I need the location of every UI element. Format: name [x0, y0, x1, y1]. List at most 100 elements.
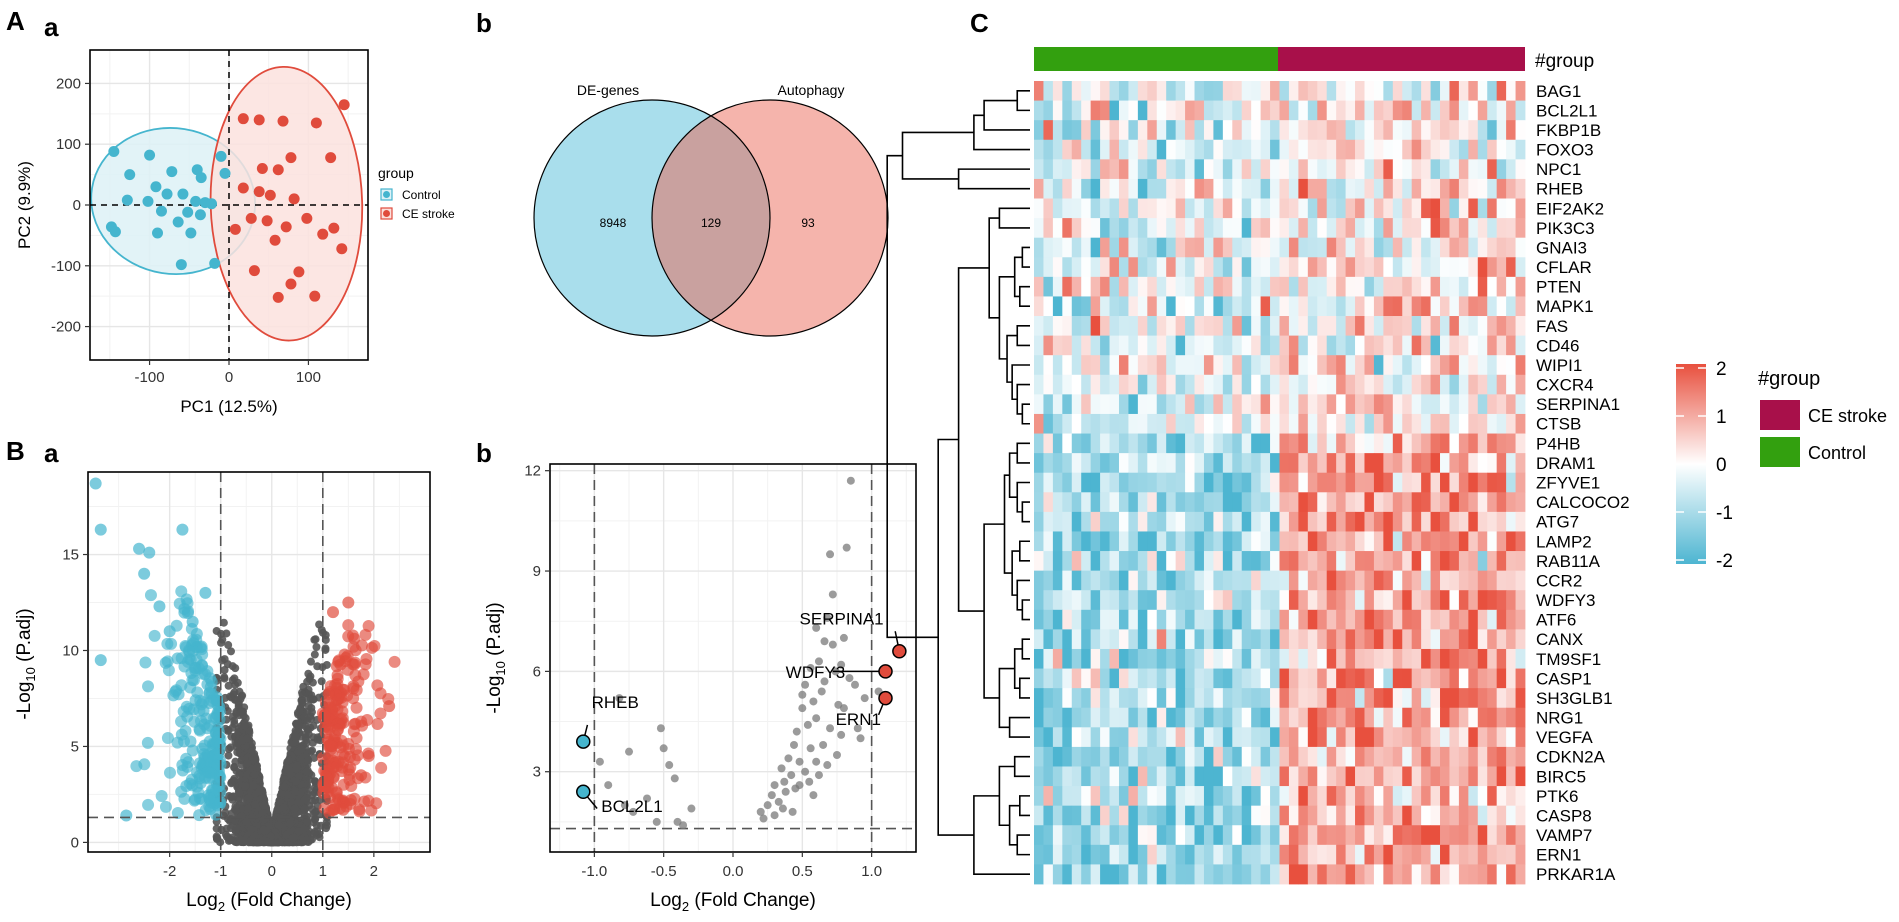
heatmap-cell: [1147, 648, 1158, 669]
heatmap-cell: [1043, 81, 1054, 101]
heatmap-cell: [1317, 355, 1328, 376]
heatmap-cell: [1156, 570, 1167, 591]
heatmap-cell: [1487, 394, 1498, 415]
heatmap-cell: [1496, 355, 1507, 376]
heatmap-cell: [1298, 335, 1309, 356]
heatmap-cell: [1336, 218, 1346, 239]
volcano-autophagy-point-ns: [767, 791, 776, 800]
heatmap-cell: [1052, 120, 1063, 141]
volcano-all-point-up: [375, 761, 388, 774]
heatmap-cell: [1241, 355, 1252, 376]
heatmap-cell: [1241, 120, 1252, 141]
heatmap-cell: [1043, 198, 1054, 219]
heatmap-cell: [1241, 178, 1252, 199]
heatmap-cell: [1449, 198, 1460, 219]
heatmap-cell: [1137, 81, 1148, 101]
volcano-all-point-ns: [224, 836, 233, 845]
heatmap-cell: [1109, 374, 1120, 395]
heatmap-cell: [1270, 648, 1280, 669]
heatmap-cell: [1232, 335, 1243, 356]
heatmap-cell: [1430, 218, 1441, 239]
volcano-all-point-down: [163, 766, 176, 779]
heatmap-cell: [1279, 531, 1290, 552]
heatmap-cell: [1373, 433, 1384, 454]
heatmap-cell: [1468, 374, 1479, 395]
heatmap-cell: [1270, 492, 1280, 513]
heatmap-cell: [1137, 296, 1148, 317]
heatmap-cell: [1156, 413, 1167, 434]
heatmap-cell: [1421, 159, 1431, 180]
volcano-autophagy-point-ns: [615, 694, 624, 703]
volcano-autophagy-point-ns: [837, 660, 846, 669]
heatmap-cell: [1222, 433, 1233, 454]
volcano-all-point-down: [195, 714, 208, 727]
pca-point-ce-stroke: [301, 212, 313, 224]
volcano-all-point-up: [323, 723, 336, 736]
heatmap-cell: [1128, 296, 1139, 317]
heatmap-cell: [1383, 81, 1394, 101]
heatmap-cell: [1421, 648, 1431, 669]
heatmap-cell: [1260, 276, 1271, 297]
heatmap-cell: [1506, 648, 1516, 669]
heatmap-cell: [1373, 531, 1384, 552]
heatmap-cell: [1336, 237, 1346, 258]
heatmap-cell: [1232, 218, 1243, 239]
heatmap-cell: [1392, 178, 1403, 199]
heatmap-cell: [1440, 355, 1450, 376]
volcano-autophagy-gene-label: RHEB: [592, 693, 639, 712]
heatmap-cell: [1345, 531, 1356, 552]
heatmap-cell: [1373, 139, 1384, 160]
volcano-all-point-down: [197, 704, 210, 717]
heatmap-cell: [1373, 335, 1384, 356]
heatmap-cell: [1147, 296, 1158, 317]
heatmap-cell: [1468, 296, 1479, 317]
heatmap-cell: [1411, 629, 1422, 650]
volcano-all-point-up: [337, 778, 350, 791]
volcano-all-point-ns: [302, 767, 311, 776]
heatmap-cell: [1477, 609, 1488, 630]
heatmap-cell: [1477, 159, 1488, 180]
heatmap-cell: [1279, 609, 1290, 630]
heatmap-cell: [1147, 413, 1158, 434]
heatmap-cell: [1043, 648, 1054, 669]
heatmap-cell: [1373, 296, 1384, 317]
heatmap-cell: [1270, 570, 1280, 591]
heatmap-cell: [1043, 511, 1054, 532]
heatmap-chart: #group BAG1BCL2L1FKBP1BFOXO3NPC1RHEBEIF2…: [886, 47, 1887, 885]
heatmap-cell: [1194, 355, 1205, 376]
heatmap-cell: [1052, 139, 1063, 160]
heatmap-cell: [1364, 316, 1375, 337]
heatmap-cell: [1288, 511, 1299, 532]
heatmap-cell: [1147, 257, 1158, 278]
heatmap-cell: [1402, 120, 1413, 141]
volcano-all-point-ns: [255, 787, 264, 796]
volcano-all-x-tick-label: 0: [268, 863, 276, 880]
heatmap-cell: [1458, 316, 1469, 337]
heatmap-cell: [1241, 413, 1252, 434]
heatmap-cell: [1034, 355, 1044, 376]
heatmap-cell: [1128, 218, 1139, 239]
heatmap-cell: [1440, 413, 1450, 434]
heatmap-cell: [1034, 453, 1044, 474]
heatmap-cell: [1468, 394, 1479, 415]
heatmap-cell: [1288, 590, 1299, 611]
heatmap-cell: [1071, 688, 1082, 709]
heatmap-cell: [1071, 178, 1082, 199]
heatmap-cell: [1506, 531, 1516, 552]
volcano-all-point-ns: [220, 655, 229, 664]
heatmap-cell: [1043, 531, 1054, 552]
heatmap-cell: [1336, 609, 1346, 630]
heatmap-cell: [1222, 668, 1233, 689]
heatmap-cell: [1081, 551, 1092, 572]
heatmap-cell: [1411, 316, 1422, 337]
heatmap-cell: [1279, 492, 1290, 513]
heatmap-cell: [1383, 472, 1394, 493]
heatmap-cell: [1430, 433, 1441, 454]
heatmap-cell: [1185, 316, 1195, 337]
heatmap-cell: [1392, 648, 1403, 669]
heatmap-cell: [1062, 531, 1073, 552]
heatmap-cell: [1402, 374, 1413, 395]
heatmap-cell: [1449, 81, 1460, 101]
heatmap-cell: [1081, 472, 1092, 493]
heatmap-cell: [1118, 100, 1129, 121]
